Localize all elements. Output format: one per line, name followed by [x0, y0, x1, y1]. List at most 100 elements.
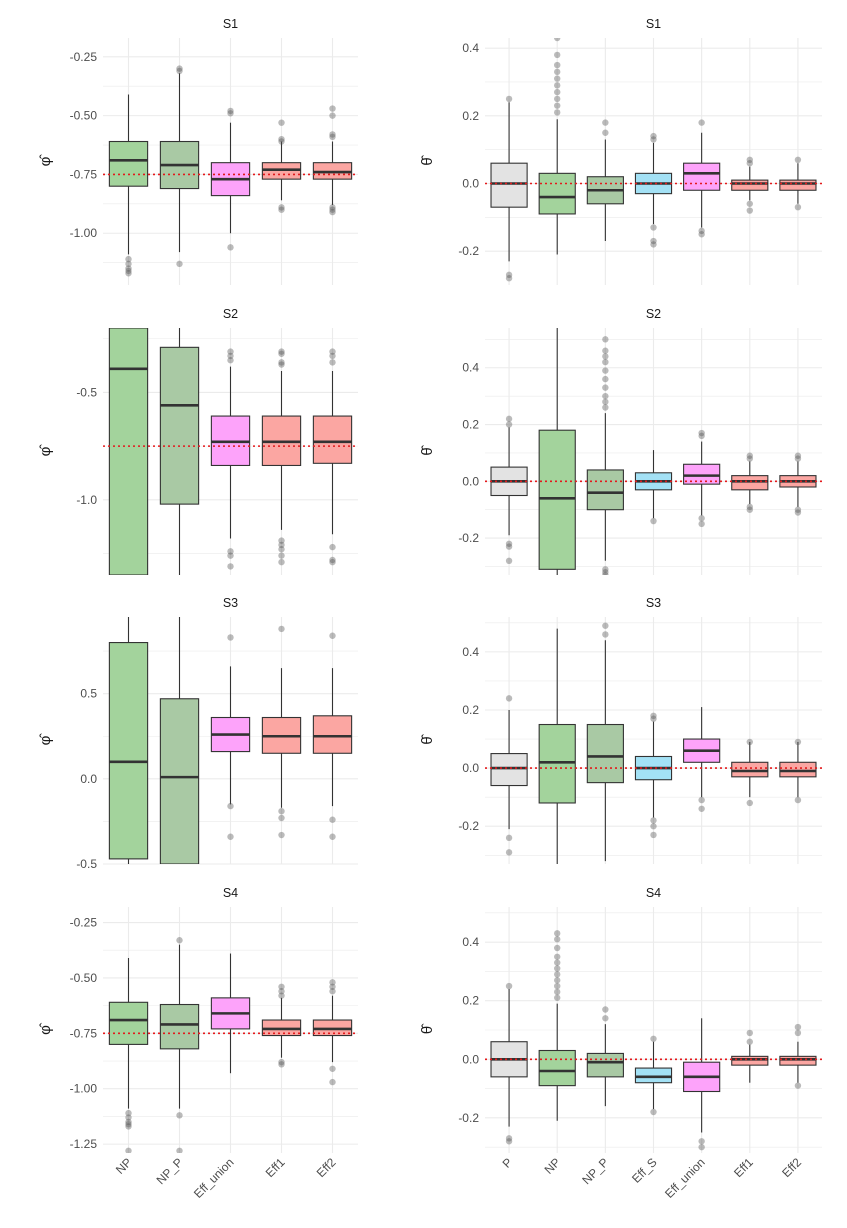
box-eff2: [779, 179, 817, 191]
outlier-point: [794, 1029, 802, 1037]
outlier-point: [125, 270, 132, 277]
outlier-point: [505, 540, 513, 547]
outlier-point: [278, 135, 285, 143]
outlier-point: [278, 138, 285, 145]
x-tick-label: Eff2: [779, 1155, 804, 1180]
outlier-point: [278, 988, 285, 995]
y-tick-label: -0.25: [70, 916, 98, 930]
outlier-point: [227, 552, 234, 559]
box-np: [108, 1001, 149, 1045]
y-tick-label: 0.4: [462, 41, 479, 55]
y-axis-label: φ̂: [37, 733, 54, 746]
y-tick-label: -0.2: [458, 531, 479, 545]
outlier-point: [278, 541, 285, 549]
outlier-point: [794, 1082, 802, 1089]
panel-s2-phi: -1.0 -0.5 φ̂ S2: [37, 307, 358, 575]
outlier-point: [505, 849, 513, 856]
outlier-point: [125, 1123, 132, 1130]
outlier-point: [278, 992, 285, 999]
y-tick-label: -0.5: [76, 385, 97, 399]
x-tick-label: Eff_S: [629, 1155, 660, 1186]
box-eff1: [731, 761, 769, 778]
outlier-point: [227, 348, 234, 355]
y-tick-label: 0.4: [462, 645, 479, 659]
outlier-point: [602, 119, 609, 126]
outlier-point: [505, 695, 513, 702]
y-axis-label: φ̂: [37, 154, 54, 167]
outlier-point: [698, 1143, 705, 1151]
outlier-point: [746, 207, 753, 214]
outlier-point: [698, 1138, 705, 1145]
outlier-point: [650, 241, 657, 248]
outlier-point: [505, 1138, 513, 1145]
y-tick-label: 0.0: [462, 1052, 479, 1066]
outlier-point: [227, 107, 234, 115]
box-eff2: [312, 715, 353, 754]
outlier-point: [505, 1135, 513, 1142]
box-np-p: [586, 723, 624, 784]
outlier-point: [176, 260, 183, 268]
outlier-point: [602, 375, 609, 383]
outlier-point: [602, 336, 609, 343]
y-tick-label: -0.5: [76, 857, 97, 871]
outlier-point: [554, 982, 561, 990]
outlier-point: [329, 131, 336, 138]
box-np: [108, 328, 149, 575]
outlier-point: [794, 452, 802, 459]
outlier-point: [505, 275, 513, 282]
outlier-point: [554, 88, 561, 96]
outlier-point: [602, 571, 609, 575]
outlier-point: [329, 105, 336, 112]
outlier-point: [176, 937, 183, 944]
y-tick-label: 0.4: [462, 935, 479, 949]
outlier-point: [602, 1015, 609, 1022]
x-tick-label: NP_P: [154, 1155, 186, 1187]
box-eff2: [779, 1055, 817, 1066]
y-tick-label: -0.25: [70, 50, 98, 64]
outlier-point: [794, 203, 802, 211]
outlier-point: [746, 156, 753, 164]
outlier-point: [125, 1114, 132, 1121]
outlier-point: [794, 156, 802, 164]
outlier-point: [554, 38, 561, 42]
box-eff1: [731, 1055, 769, 1066]
y-axis-label: θ̂: [419, 1023, 436, 1034]
outlier-point: [650, 517, 657, 525]
box-eff-s: [634, 1067, 673, 1084]
panel-title: S1: [646, 17, 661, 31]
outlier-point: [278, 558, 285, 566]
outlier-point: [554, 959, 561, 966]
outlier-point: [602, 392, 609, 400]
outlier-point: [794, 509, 802, 516]
outlier-point: [227, 634, 234, 641]
y-tick-label: 0.2: [462, 418, 479, 432]
box-np: [538, 1049, 576, 1087]
outlier-point: [329, 632, 336, 639]
panel-title: S4: [223, 886, 238, 900]
y-tick-label: 0.2: [462, 109, 479, 123]
outlier-point: [650, 132, 657, 140]
box-group: [490, 38, 817, 282]
outlier-point: [176, 1112, 183, 1119]
outlier-point: [746, 159, 753, 167]
y-tick-label: -0.75: [70, 1026, 98, 1040]
outlier-point: [329, 1065, 336, 1072]
outlier-point: [698, 520, 705, 528]
outlier-point: [698, 515, 705, 522]
y-axis-label: φ̂: [37, 444, 54, 457]
box-np-p: [586, 469, 624, 511]
outlier-point: [698, 227, 705, 235]
box-eff2: [312, 415, 353, 464]
outlier-point: [602, 566, 609, 573]
y-tick-label: -1.0: [76, 493, 97, 507]
outlier-point: [650, 823, 657, 830]
outlier-point: [227, 244, 234, 251]
outlier-point: [329, 979, 336, 986]
panel-s1-theta: -0.2 0.0 0.2 0.4 θ̂ S1: [419, 17, 822, 285]
outlier-point: [554, 68, 561, 76]
panel-title: S3: [223, 596, 238, 610]
outlier-point: [650, 817, 657, 824]
outlier-point: [278, 814, 285, 822]
outlier-point: [602, 384, 609, 391]
y-tick-label: 0.2: [462, 703, 479, 717]
